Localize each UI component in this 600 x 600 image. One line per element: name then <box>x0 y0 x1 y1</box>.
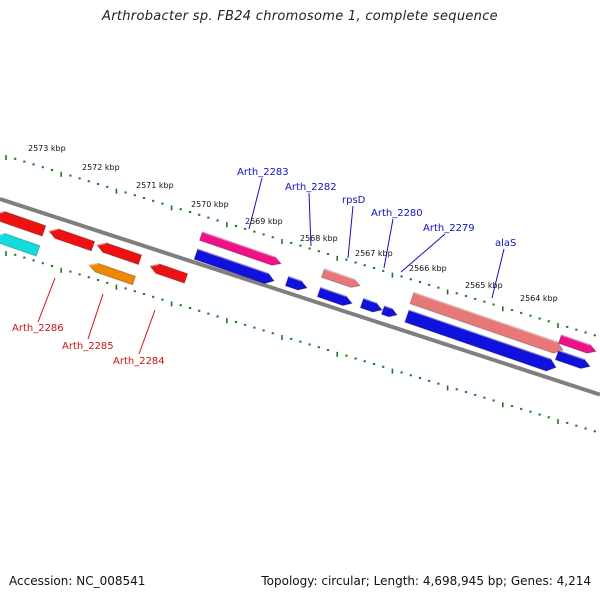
gene-rpsd-highlight <box>324 267 355 280</box>
sequence-summary: Topology: circular; Length: 4,698,945 bp… <box>261 574 591 588</box>
chromosome-backbone <box>0 197 600 397</box>
leader-line <box>347 205 354 259</box>
gene-alas-highlight <box>413 291 558 343</box>
gene-arth-2282-highlight <box>197 247 269 275</box>
kbp-label: 2568 kbp <box>300 234 338 243</box>
gene-arth-2285[interactable] <box>88 262 137 286</box>
gene-arth-2280-highlight <box>363 297 377 304</box>
leader-line <box>491 248 505 299</box>
leader-line <box>138 309 156 355</box>
label-leader-lines <box>37 177 505 355</box>
kbp-labels: 2573 kbp 2572 kbp 2571 kbp 2570 kbp 2569 kbp… <box>28 144 558 303</box>
gene-label-forward[interactable]: Arth_2280 <box>371 208 423 219</box>
kbp-label: 2571 kbp <box>136 181 174 190</box>
gene-next-blue[interactable] <box>554 349 591 370</box>
gene-arth-2283-highlight <box>202 230 276 258</box>
gene-arth-2286-highlight <box>48 227 59 232</box>
gene-arth-2285-red-highlight <box>96 241 107 246</box>
gene-next-blue-highlight <box>558 349 585 360</box>
leader-line <box>248 177 263 230</box>
gene-arth-2283[interactable] <box>198 231 282 266</box>
gene-arth-2279[interactable] <box>380 305 398 318</box>
kbp-label: 2569 kbp <box>245 217 283 226</box>
gene-arth-2281[interactable] <box>284 275 308 291</box>
gene-arth-2284-highlight <box>149 262 160 267</box>
gene-arth-2286[interactable] <box>48 228 96 252</box>
kbp-label: 2565 kbp <box>465 281 503 290</box>
gene-cyan-highlight <box>0 232 5 236</box>
gene-label-forward[interactable]: Arth_2282 <box>285 182 337 193</box>
gene-arth-2281-highlight <box>288 275 302 282</box>
gene-alas-partner-highlight <box>408 308 551 360</box>
leader-line <box>87 293 104 340</box>
gene-alas-partner[interactable] <box>404 309 557 372</box>
kbp-label: 2566 kbp <box>409 264 447 273</box>
gene-arth-2280-body-highlight <box>320 286 347 297</box>
gene-arth-2285-red[interactable] <box>96 242 143 266</box>
leader-line <box>400 233 446 273</box>
kbp-label: 2564 kbp <box>520 294 558 303</box>
gene-label-reverse[interactable]: Arth_2286 <box>12 323 64 334</box>
gene-arth-2280[interactable] <box>359 297 383 313</box>
outer-tick-ring <box>5 155 596 337</box>
accession-label: Accession: NC_008541 <box>9 574 146 588</box>
gene-features <box>0 210 597 372</box>
gene-arth-2282[interactable] <box>193 248 275 285</box>
gene-labels: Arth_2283 Arth_2282 rpsD Arth_2280Arth_2279… <box>12 167 516 367</box>
gene-label-forward[interactable]: rpsD <box>342 195 366 206</box>
gene-label-reverse[interactable]: Arth_2284 <box>113 356 165 367</box>
gene-arth-2285-highlight <box>88 262 99 266</box>
gene-rpsd[interactable] <box>320 268 361 288</box>
gene-label-reverse[interactable]: Arth_2285 <box>62 341 114 352</box>
kbp-label: 2567 kbp <box>355 249 393 258</box>
gene-label-forward[interactable]: Arth_2279 <box>423 223 475 234</box>
gene-arth-2279-highlight <box>384 304 393 310</box>
gene-cyan[interactable] <box>0 232 41 257</box>
kbp-label: 2573 kbp <box>28 144 66 153</box>
leader-line <box>308 192 312 247</box>
inner-tick-ring <box>5 251 596 433</box>
leader-line <box>37 277 56 323</box>
map-title: Arthrobacter sp. FB24 chromosome 1, comp… <box>102 9 498 24</box>
gene-next-forward-highlight <box>561 333 591 346</box>
gene-arth-2280-body[interactable] <box>316 286 353 307</box>
gene-arth-2284[interactable] <box>149 263 189 284</box>
gene-label-forward[interactable]: Arth_2283 <box>237 167 289 178</box>
kbp-label: 2570 kbp <box>191 200 229 209</box>
gene-arth-2287-highlight <box>0 210 5 214</box>
gene-label-forward[interactable]: alaS <box>495 238 516 249</box>
gene-arth-2287[interactable] <box>0 210 47 237</box>
kbp-label: 2572 kbp <box>82 163 120 172</box>
gene-next-forward[interactable] <box>557 334 597 354</box>
leader-line <box>383 218 394 269</box>
